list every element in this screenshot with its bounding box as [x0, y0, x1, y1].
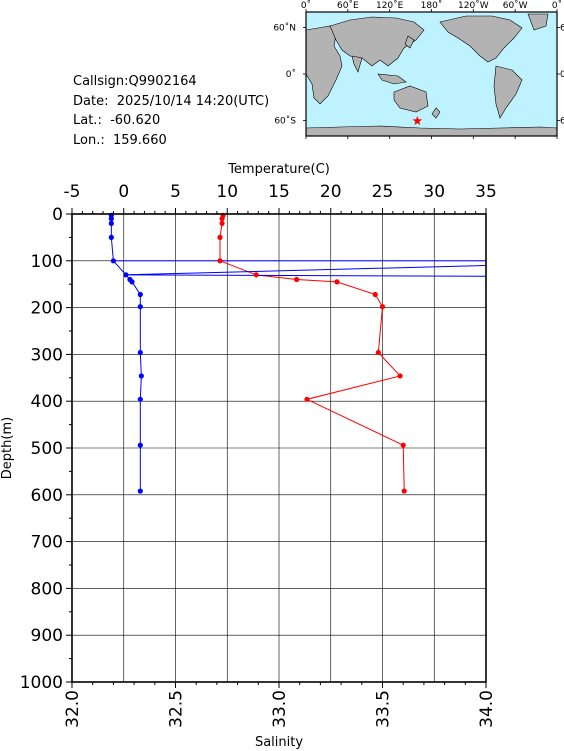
salinity-data-point	[137, 396, 143, 402]
map-longitude-label: 120˚E	[376, 0, 404, 11]
salinity-data-point	[108, 234, 114, 240]
salinity-data-point	[137, 304, 143, 310]
map-latitude-label: 60˚N	[273, 23, 296, 34]
depth-tick-label: 100	[31, 252, 63, 272]
landmass-new-zealand	[431, 107, 441, 119]
depth-tick-labels: 0 100 200 300 400 500 600 700 800 900 1000	[20, 205, 63, 693]
map-longitude-label: 120˚W	[458, 0, 489, 11]
temperature-tick-label: 25	[372, 182, 394, 202]
salinity-data-point	[137, 442, 143, 448]
salinity-tick-label: 32.0	[63, 690, 83, 728]
map-latitude-label-right: 0˚	[560, 69, 564, 80]
landmass-indonesia	[377, 73, 407, 85]
salinity-data-point	[129, 279, 135, 285]
latitude-text: Lat.: -60.620	[73, 113, 161, 128]
temperature-data-point	[253, 272, 259, 278]
salinity-data-point	[108, 220, 114, 226]
temperature-data-point	[372, 291, 378, 298]
temperature-data-point	[379, 304, 386, 310]
series-points	[108, 212, 407, 494]
depth-tick-label: 600	[31, 486, 63, 506]
landmass-greenland	[527, 13, 549, 31]
salinity-tick-label: 32.5	[167, 690, 187, 728]
map-longitude-label: 0˚	[552, 0, 562, 11]
temperature-data-point	[400, 442, 406, 448]
depth-axis-title: Depth(m)	[0, 417, 15, 479]
landmass-japan	[404, 35, 415, 49]
salinity-data-point	[138, 373, 144, 379]
salinity-data-point	[123, 272, 129, 278]
salinity-tick-label: 33.5	[374, 690, 394, 728]
landmass-india	[351, 55, 363, 73]
salinity-profile-line	[110, 215, 142, 492]
depth-tick-label: 800	[31, 579, 63, 599]
salinity-connector-line	[125, 264, 487, 276]
salinity-tick-label: 34.0	[477, 690, 497, 728]
depth-tick-label: 400	[31, 392, 63, 412]
salinity-axis-title: Salinity	[255, 735, 303, 750]
temperature-tick-label: 10	[216, 182, 238, 202]
salinity-data-point	[110, 258, 116, 264]
depth-tick-label: 200	[31, 299, 63, 319]
temperature-data-point	[375, 349, 381, 356]
temperature-data-point	[304, 396, 310, 402]
map-latitude-label-right: 60˚S	[560, 116, 564, 127]
temperature-axis-title: Temperature(C)	[227, 162, 330, 177]
depth-tick-label: 1000	[20, 673, 63, 693]
series-lines	[110, 215, 487, 492]
salinity-data-point	[137, 349, 143, 356]
map-longitude-label: 60˚E	[337, 0, 359, 11]
date-text: Date: 2025/10/14 14:20(UTC)	[73, 93, 270, 109]
depth-tick-label: 900	[31, 626, 63, 646]
depth-tick-label: 0	[52, 205, 63, 225]
temperature-tick-label: -5	[64, 182, 81, 202]
temperature-tick-label: 20	[320, 182, 342, 202]
landmass-australia	[393, 85, 429, 113]
salinity-connector-line	[125, 274, 487, 277]
temperature-tick-label: 35	[475, 182, 497, 202]
temperature-data-point	[219, 220, 225, 226]
depth-tick-label: 700	[31, 533, 63, 553]
map-longitude-label: 180˚	[421, 0, 443, 11]
salinity-data-point	[137, 488, 143, 494]
temperature-data-point	[219, 216, 225, 222]
temperature-data-point	[397, 373, 403, 379]
star-icon	[412, 115, 423, 126]
longitude-text: Lon.: 159.660	[73, 132, 167, 148]
temperature-data-point	[401, 488, 407, 494]
map-longitude-labels: 0˚ 60˚E 120˚E 180˚ 120˚W 60˚W 0˚	[301, 0, 562, 11]
map-latitude-labels: 60˚N 60˚N 0˚ 0˚ 60˚S 60˚S	[273, 23, 564, 127]
callsign-text: Callsign:Q9902164	[73, 74, 197, 89]
map-land	[305, 13, 558, 137]
profile-chart: -5 0 5 10 15 20 25 30 35 32.0 32.5 33.0 33.5 34.0 01…	[0, 162, 497, 750]
temperature-tick-label: 5	[170, 182, 181, 202]
map-latitude-label-right: 60˚N	[560, 23, 564, 34]
map-longitude-label: 60˚W	[503, 0, 528, 11]
temperature-data-point	[217, 234, 223, 240]
temperature-tick-label: 0	[118, 182, 129, 202]
map-frame-ticks	[303, 9, 560, 139]
depth-tick-label: 300	[31, 345, 63, 365]
map-latitude-label: 0˚	[286, 69, 296, 80]
axis-ticks	[66, 208, 487, 688]
landmass-south-america	[493, 65, 523, 119]
landmass-asia	[329, 16, 425, 67]
landmass-north-america	[439, 15, 523, 63]
salinity-tick-label: 33.0	[270, 690, 290, 728]
temperature-tick-label: 15	[268, 182, 290, 202]
salinity-data-point	[137, 291, 143, 298]
station-info: Callsign:Q9902164 Date: 2025/10/14 14:20…	[73, 72, 269, 150]
map-longitude-label: 0˚	[301, 0, 311, 11]
temperature-tick-labels: -5 0 5 10 15 20 25 30 35	[64, 182, 497, 202]
temperature-data-point	[293, 276, 300, 283]
salinity-data-point	[108, 216, 114, 222]
map-latitude-label: 60˚S	[274, 116, 296, 127]
temperature-data-point	[334, 279, 340, 285]
temperature-tick-label: 30	[423, 182, 445, 202]
salinity-tick-labels: 32.0 32.5 33.0 33.5 34.0	[63, 690, 497, 728]
temperature-data-point	[217, 258, 223, 264]
depth-tick-label: 500	[31, 439, 63, 459]
